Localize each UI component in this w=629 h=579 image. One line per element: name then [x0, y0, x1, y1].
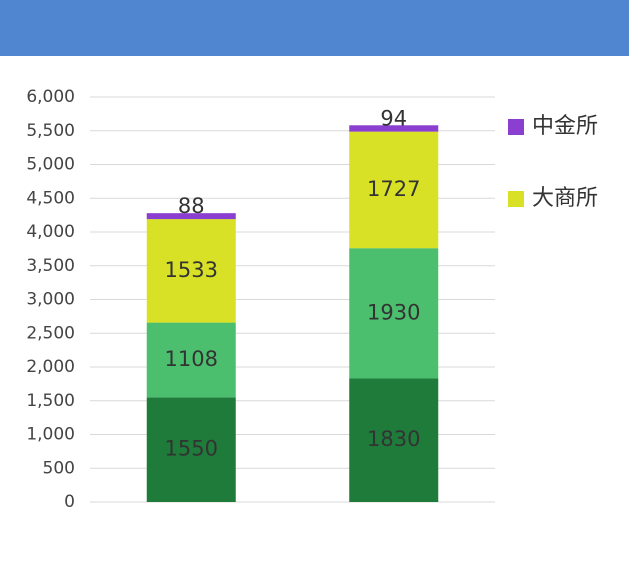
y-tick-label: 4,000 — [26, 222, 75, 242]
y-tick-label: 6,000 — [26, 87, 75, 107]
data-label: 1830 — [367, 427, 420, 451]
bar-segment — [146, 397, 236, 502]
bar-segment — [349, 131, 439, 249]
legend-label: 大商所 — [532, 186, 598, 211]
data-label: 1108 — [165, 347, 218, 371]
y-tick-label: 1,500 — [26, 391, 75, 411]
y-tick-label: 500 — [43, 458, 75, 478]
header-band — [0, 0, 629, 56]
data-label: 1727 — [367, 177, 420, 201]
y-tick-label: 4,500 — [26, 188, 75, 208]
bar-segment — [349, 378, 439, 502]
bar-segment — [146, 322, 236, 398]
bar-segment — [146, 219, 236, 323]
data-label: 94 — [380, 106, 407, 130]
data-label: 1930 — [367, 300, 420, 324]
y-tick-label: 2,500 — [26, 323, 75, 343]
bar-segment — [349, 125, 439, 132]
bar-segment — [349, 248, 439, 379]
y-tick-label: 3,000 — [26, 290, 75, 310]
y-tick-label: 5,500 — [26, 121, 75, 141]
y-tick-label: 1,000 — [26, 425, 75, 445]
legend-swatch — [508, 191, 524, 207]
data-label: 1550 — [165, 437, 218, 461]
legend-swatch — [508, 119, 524, 135]
bar-segment — [146, 213, 236, 220]
y-tick-label: 3,500 — [26, 256, 75, 276]
legend-label: 中金所 — [532, 114, 598, 139]
y-tick-label: 5,000 — [26, 155, 75, 175]
y-tick-label: 0 — [64, 492, 75, 512]
data-label: 88 — [178, 194, 205, 218]
data-label: 1533 — [165, 258, 218, 282]
y-tick-label: 2,000 — [26, 357, 75, 377]
